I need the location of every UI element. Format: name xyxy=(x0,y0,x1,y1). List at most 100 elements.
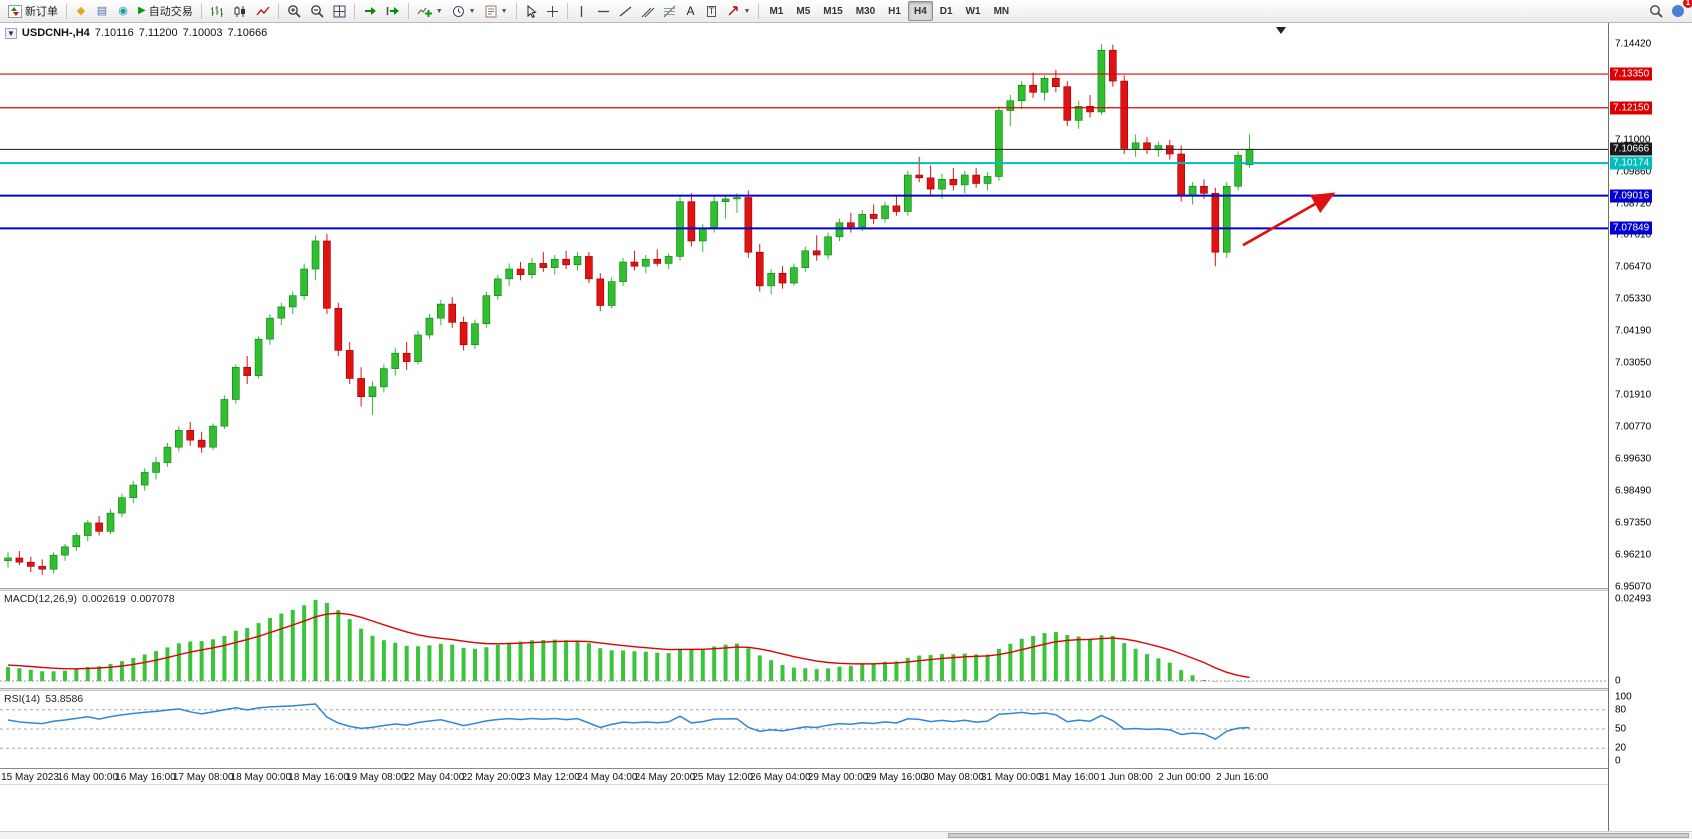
panel-splitter[interactable] xyxy=(0,588,1608,591)
toolbar-separator xyxy=(566,3,568,19)
fibonacci-button[interactable] xyxy=(659,1,680,21)
price-chart-panel[interactable]: ▼ USDCNH-,H4 7.10116 7.11200 7.10003 7.1… xyxy=(0,23,1608,588)
time-axis-label: 19 May 08:00 xyxy=(346,772,407,783)
macd-signal-value: 0.007078 xyxy=(130,593,175,605)
macd-axis-max-label: 0.02493 xyxy=(1615,593,1652,605)
price-badge: 7.12150 xyxy=(1610,101,1653,115)
empty-terminal-space xyxy=(0,785,1608,831)
time-axis-label: 2 Jun 16:00 xyxy=(1215,772,1269,783)
trend-arrow-annotation[interactable] xyxy=(1242,192,1336,247)
mql5-market-button[interactable]: ◆ xyxy=(71,1,91,21)
chart-header: ▼ USDCNH-,H4 7.10116 7.11200 7.10003 7.1… xyxy=(5,27,267,39)
rsi-canvas[interactable] xyxy=(0,691,1608,768)
cursor-button[interactable] xyxy=(521,1,541,21)
dropdown-caret-icon: ▼ xyxy=(468,7,476,15)
close-value: 7.10666 xyxy=(227,27,268,39)
price-chart-canvas[interactable] xyxy=(0,23,1608,588)
horizontal-scrollbar[interactable] xyxy=(0,831,1692,839)
arrows-button[interactable]: ▼ xyxy=(723,1,755,21)
text-label-button[interactable]: T xyxy=(702,1,722,21)
rsi-value: 53.8586 xyxy=(45,693,84,705)
open-value: 7.10116 xyxy=(94,27,134,39)
price-axis-label: 7.05330 xyxy=(1615,293,1652,305)
dropdown-caret-icon: ▼ xyxy=(435,7,443,15)
rsi-axis-label: 80 xyxy=(1615,704,1627,716)
time-axis-label: 23 May 12:00 xyxy=(519,772,580,783)
rsi-axis-label: 20 xyxy=(1615,742,1627,754)
arrows-icon xyxy=(727,5,740,17)
vertical-line-button[interactable] xyxy=(572,1,592,21)
candlestick-chart-button[interactable] xyxy=(229,1,251,21)
macd-signal-line xyxy=(7,612,1250,679)
timeframe-toolbar: M1 M5 M15 M30 H1 H4 D1 W1 MN xyxy=(763,1,1015,21)
macd-canvas[interactable] xyxy=(0,591,1608,688)
main-toolbar: 新订单 ◆ ▤ ◉ ▶ 自动交易 ▼ ▼ ▼ A T ▼ M1 M5 M15 M30 H… xyxy=(0,0,1692,23)
dropdown-caret-icon: ▼ xyxy=(743,7,751,15)
rsi-line xyxy=(7,703,1250,741)
timeframe-h4-button[interactable]: H4 xyxy=(907,1,933,21)
timeframe-h1-button[interactable]: H1 xyxy=(882,1,907,21)
time-axis-label: 31 May 16:00 xyxy=(1038,772,1100,783)
vertical-line-icon xyxy=(577,5,586,18)
chart-shift-marker[interactable] xyxy=(1276,27,1286,34)
macd-histogram xyxy=(6,599,1252,682)
one-click-trading-toggle[interactable]: ▼ xyxy=(5,27,17,39)
timeframe-m15-button[interactable]: M15 xyxy=(817,1,848,21)
line-chart-button[interactable] xyxy=(252,1,274,21)
auto-scroll-button[interactable] xyxy=(359,1,381,21)
time-axis-label: 22 May 20:00 xyxy=(461,772,523,783)
equidistant-channel-button[interactable] xyxy=(637,1,658,21)
scrollbar-thumb[interactable] xyxy=(947,833,1689,838)
zoom-out-button[interactable] xyxy=(306,1,328,21)
tile-windows-button[interactable] xyxy=(329,1,350,21)
price-badge: 7.10174 xyxy=(1610,156,1653,170)
timeframe-w1-button[interactable]: W1 xyxy=(960,1,987,21)
macd-panel[interactable]: MACD(12,26,9) 0.002619 0.007078 xyxy=(0,591,1608,688)
dropdown-caret-icon: ▼ xyxy=(500,7,508,15)
price-axis-label: 7.11000 xyxy=(1615,134,1651,146)
indicators-button[interactable]: ▼ xyxy=(413,1,447,21)
timeframe-mn-button[interactable]: MN xyxy=(988,1,1016,21)
text-icon: A xyxy=(686,4,695,18)
low-value: 7.10003 xyxy=(182,27,223,39)
timeframe-m1-button[interactable]: M1 xyxy=(763,1,789,21)
indicators-icon xyxy=(417,5,432,18)
price-axis[interactable]: 0.02493 0 100 80 50 20 0 7.14420 7.11000 7… xyxy=(1608,23,1692,839)
auto-trading-icon: ▶ xyxy=(138,5,146,16)
timeframe-m30-button[interactable]: M30 xyxy=(850,1,881,21)
horizontal-line-button[interactable] xyxy=(593,1,614,21)
community-button[interactable]: ◉ xyxy=(113,1,133,21)
timeframe-d1-button[interactable]: D1 xyxy=(934,1,959,21)
chart-shift-icon xyxy=(386,5,400,17)
macd-name: MACD(12,26,9) xyxy=(4,593,77,605)
rsi-name: RSI(14) xyxy=(4,693,41,705)
price-axis-label: 7.03050 xyxy=(1615,357,1652,369)
panel-splitter[interactable] xyxy=(0,688,1608,691)
depth-of-market-button[interactable]: ▤ xyxy=(92,1,112,21)
rsi-panel[interactable]: RSI(14) 53.8586 xyxy=(0,691,1608,768)
templates-button[interactable]: ▼ xyxy=(481,1,512,21)
price-badge: 7.09016 xyxy=(1610,189,1653,203)
new-order-icon xyxy=(8,4,22,18)
price-axis-label: 7.14420 xyxy=(1615,38,1652,50)
price-axis-label: 7.07610 xyxy=(1615,229,1652,241)
price-axis-label: 7.09860 xyxy=(1615,166,1652,178)
notifications-button[interactable]: 1 xyxy=(1668,0,1692,21)
time-axis[interactable]: 15 May 2023 16 May 00:00 16 May 16:00 17 Ma… xyxy=(0,768,1608,785)
trendline-button[interactable] xyxy=(615,1,636,21)
notification-badge: 1 xyxy=(1683,0,1692,8)
zoom-in-button[interactable] xyxy=(283,1,305,21)
bar-chart-button[interactable] xyxy=(206,1,228,21)
chart-shift-button[interactable] xyxy=(382,1,404,21)
price-axis-label: 7.06470 xyxy=(1615,261,1652,273)
new-order-button[interactable]: 新订单 xyxy=(4,1,62,21)
search-button[interactable] xyxy=(1645,1,1667,21)
timeframe-m5-button[interactable]: M5 xyxy=(790,1,816,21)
crosshair-button[interactable] xyxy=(542,1,563,21)
periods-button[interactable]: ▼ xyxy=(448,1,480,21)
zoom-out-icon xyxy=(310,4,324,18)
text-button[interactable]: A xyxy=(681,1,701,21)
auto-trading-button[interactable]: ▶ 自动交易 xyxy=(134,1,197,21)
time-axis-label: 18 May 00:00 xyxy=(230,772,292,783)
